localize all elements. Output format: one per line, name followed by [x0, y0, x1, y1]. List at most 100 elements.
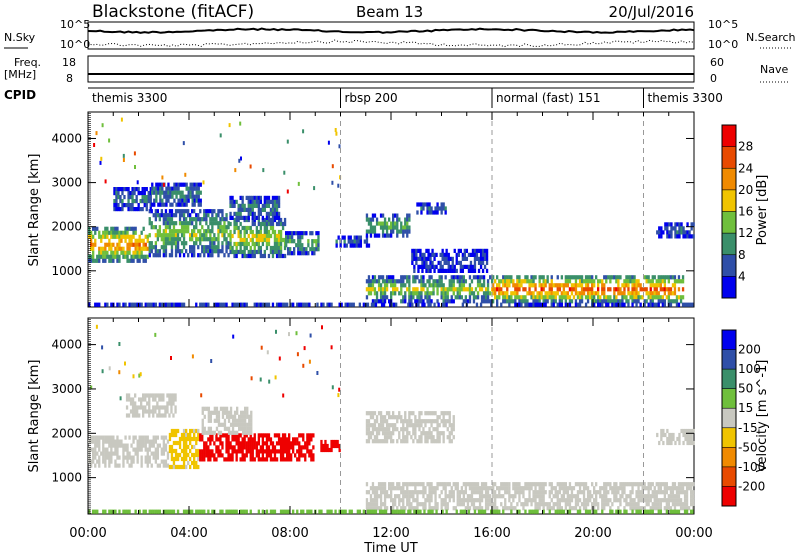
heatmap-cell [404, 299, 407, 304]
heatmap-cell [221, 406, 225, 411]
heatmap-cell [649, 506, 652, 511]
heatmap-cell [669, 302, 673, 307]
heatmap-cell [271, 449, 275, 454]
heatmap-cell [494, 498, 497, 503]
heatmap-cell [633, 299, 636, 304]
heatmap-cell [229, 509, 232, 514]
heatmap-cell [379, 439, 383, 444]
heatmap-cell [239, 195, 242, 200]
heatmap-cell [554, 490, 557, 495]
heatmap-cell [257, 449, 261, 454]
heatmap-cell [235, 253, 238, 259]
heatmap-cell [193, 217, 196, 222]
heatmap-cell [191, 209, 194, 214]
heatmap-cell [141, 199, 144, 204]
heatmap-cell [193, 245, 196, 250]
heatmap-cell [338, 447, 341, 453]
heatmap-cell [444, 498, 447, 503]
heatmap-cell [185, 217, 188, 222]
heatmap-cell [407, 509, 410, 514]
heatmap-cell [199, 237, 202, 242]
heatmap-cell [670, 432, 673, 438]
heatmap-cell [416, 275, 419, 280]
heatmap-cell [197, 464, 200, 470]
heatmap-cell [271, 245, 275, 251]
heatmap-cell [221, 453, 224, 458]
heatmap-cell [120, 230, 123, 235]
heatmap-cell [385, 506, 389, 511]
heatmap-cell [682, 226, 685, 231]
heatmap-cell [173, 198, 176, 203]
heatmap-cell [191, 460, 194, 466]
heatmap-cell [122, 459, 125, 464]
heatmap-cell [250, 422, 253, 427]
heatmap-cell [480, 275, 484, 280]
heatmap-cell [532, 295, 535, 300]
heatmap-cell [425, 264, 428, 269]
heatmap-cell [578, 506, 582, 511]
cpid-segment-label: themis 3300 [92, 91, 167, 105]
heatmap-cell [617, 490, 620, 495]
heatmap-cell [430, 506, 433, 511]
heatmap-cell [396, 482, 399, 487]
heatmap-cell [518, 283, 521, 288]
heatmap-cell [402, 275, 405, 280]
heatmap-cell [94, 435, 97, 440]
heatmap-cell [162, 241, 166, 246]
heatmap-cell [398, 291, 401, 296]
heatmap-cell [516, 287, 519, 292]
heatmap-cell [448, 415, 451, 420]
heatmap-cell [454, 295, 457, 300]
heatmap-cell [277, 203, 281, 208]
heatmap-cell [275, 207, 279, 212]
heatmap-cell [290, 457, 293, 462]
scatter-cell [95, 324, 98, 329]
heatmap-cell [601, 287, 604, 292]
heatmap-cell [235, 437, 238, 442]
heatmap-cell [589, 295, 592, 300]
heatmap-cell [330, 447, 333, 453]
heatmap-cell [158, 409, 161, 414]
heatmap-cell [641, 498, 644, 503]
heatmap-cell [301, 231, 304, 236]
heatmap-cell [440, 431, 443, 436]
heatmap-cell [205, 453, 208, 458]
heatmap-cell [540, 486, 543, 491]
heatmap-cell [667, 279, 671, 284]
heatmap-cell [375, 279, 379, 284]
heatmap-cell [271, 441, 275, 446]
colorbar-band [722, 427, 736, 448]
heatmap-cell [150, 463, 153, 468]
heatmap-cell [127, 199, 130, 204]
heatmap-cell [136, 413, 139, 418]
heatmap-cell [653, 287, 656, 292]
heatmap-cell [414, 482, 417, 487]
heatmap-cell [436, 427, 439, 432]
heatmap-cell [442, 439, 445, 444]
heatmap-cell [357, 239, 361, 244]
heatmap-cell [536, 509, 539, 514]
heatmap-cell [213, 430, 217, 435]
heatmap-cell [221, 241, 224, 246]
scatter-cell [210, 359, 213, 363]
heatmap-cell [148, 447, 151, 452]
heatmap-cell [154, 217, 158, 222]
heatmap-cell [365, 439, 369, 444]
heatmap-cell [528, 490, 531, 495]
heatmap-cell [257, 229, 261, 235]
heatmap-cell [237, 437, 240, 442]
heatmap-cell [110, 254, 113, 259]
heatmap-cell [566, 502, 570, 507]
heatmap-cell [367, 439, 371, 444]
heatmap-cell [404, 217, 407, 222]
heatmap-cell [201, 426, 204, 431]
heatmap-cell [371, 482, 375, 487]
heatmap-cell [390, 415, 393, 420]
heatmap-cell [233, 445, 236, 450]
heatmap-cell [176, 237, 180, 242]
heatmap-cell [656, 432, 659, 438]
heatmap-cell [243, 509, 246, 514]
heatmap-cell [576, 295, 580, 300]
heatmap-cell [494, 509, 497, 514]
heatmap-cell [653, 498, 656, 503]
